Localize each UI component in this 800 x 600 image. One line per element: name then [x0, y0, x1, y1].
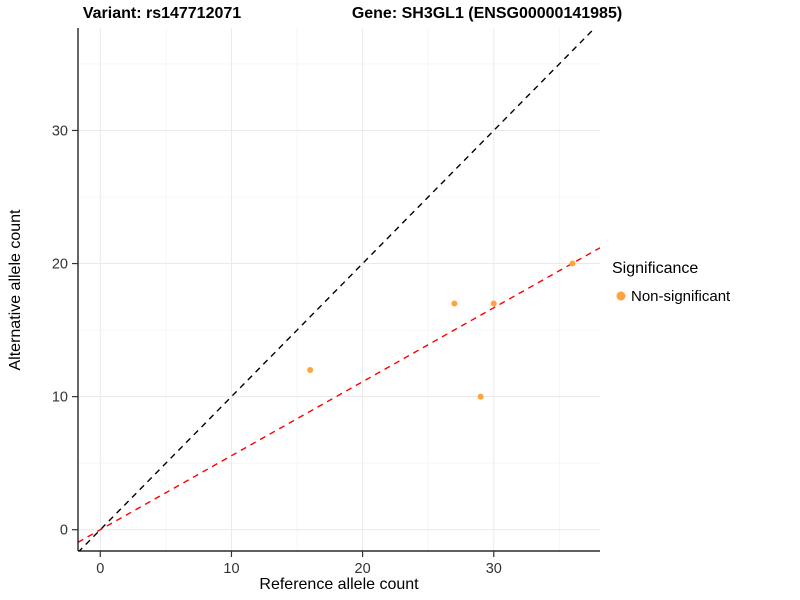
y-tick-label: 30 — [52, 123, 68, 139]
y-tick-label: 20 — [52, 257, 68, 273]
legend: Significance Non-significant — [612, 260, 731, 305]
x-axis-label: Reference allele count — [259, 576, 419, 593]
data-points — [307, 260, 576, 400]
tick-labels: 0 10 20 30 0 10 20 30 — [52, 123, 502, 577]
axes — [72, 28, 600, 557]
gridlines — [78, 28, 600, 551]
x-tick-label: 30 — [486, 561, 502, 577]
x-tick-label: 10 — [223, 561, 239, 577]
y-tick-label: 0 — [60, 523, 68, 539]
x-tick-label: 20 — [355, 561, 371, 577]
y-axis-label: Alternative allele count — [7, 209, 24, 371]
data-point — [477, 393, 484, 400]
title-variant: Variant: rs147712071 — [83, 5, 241, 22]
data-point — [490, 300, 497, 307]
legend-title: Significance — [612, 260, 698, 277]
x-tick-label: 0 — [96, 561, 104, 577]
data-point — [307, 367, 314, 374]
legend-item-label: Non-significant — [631, 288, 731, 305]
reference-lines — [78, 28, 600, 551]
identity-line — [78, 28, 596, 551]
y-tick-label: 10 — [52, 390, 68, 406]
data-point — [451, 300, 458, 307]
legend-key-dot — [616, 291, 626, 301]
data-point — [569, 260, 576, 267]
title-gene: Gene: SH3GL1 (ENSG00000141985) — [352, 5, 622, 22]
fit-line — [78, 247, 600, 543]
